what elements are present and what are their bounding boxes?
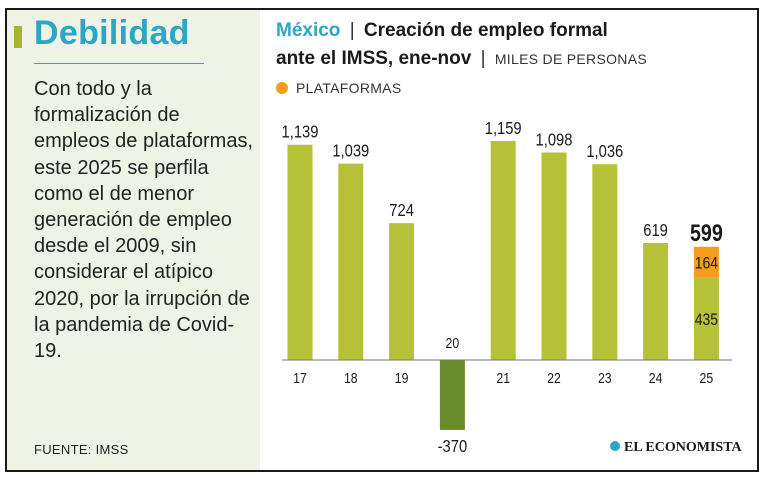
source-note: FUENTE: IMSS: [34, 442, 129, 457]
data-label-24: 619: [643, 221, 668, 241]
brand-mark-icon: [610, 441, 620, 451]
data-label-18: 1,039: [332, 141, 369, 161]
tick-label-23: 23: [598, 370, 612, 386]
headline-underline: [34, 63, 204, 64]
tick-label-24: 24: [649, 370, 663, 386]
bar-25-base: [693, 277, 719, 360]
data-label-23: 1,036: [586, 142, 623, 162]
data-label-25-base: 435: [695, 311, 718, 330]
bar-24: [643, 243, 669, 360]
bar-21: [490, 140, 516, 360]
tick-label-25: 25: [700, 370, 714, 386]
data-label-25-total: 599: [690, 219, 723, 246]
brand-logo: EL ECONOMISTA: [610, 440, 742, 456]
legend-label: PLATAFORMAS: [296, 80, 402, 96]
tick-label-21: 21: [496, 370, 510, 386]
tick-label-22: 22: [547, 370, 561, 386]
legend: PLATAFORMAS: [276, 80, 401, 96]
data-label-17: 1,139: [282, 122, 319, 142]
bar-17: [287, 144, 313, 360]
headline: Debilidad: [34, 14, 190, 52]
title-separator: |: [349, 20, 355, 41]
chart-title-part-1: Creación de empleo formal: [363, 20, 608, 41]
bar-20: [439, 360, 465, 430]
data-label-20: 20: [446, 335, 460, 351]
bar-25-platforms: [693, 246, 719, 278]
tick-label-19: 19: [395, 370, 409, 386]
data-label-19: 724: [389, 201, 414, 221]
headline-accent-bar: [14, 26, 22, 48]
legend-dot-icon: [276, 82, 288, 94]
text-panel: [7, 10, 260, 470]
data-label-20-value: -370: [438, 437, 468, 457]
data-label-22: 1,098: [536, 130, 573, 150]
bar-23: [592, 164, 618, 360]
tick-label-17: 17: [293, 370, 307, 386]
chart-title-part-2: ante el IMSS, ene-nov: [276, 48, 472, 69]
bar-19: [389, 223, 415, 360]
units-separator: |: [480, 48, 486, 69]
chart-title-line-2: ante el IMSS, ene-nov | MILES DE PERSONA…: [276, 48, 647, 70]
body-paragraph: Con todo y la formalización de empleos d…: [34, 78, 254, 363]
country-label: México: [276, 20, 341, 41]
data-label-21: 1,159: [485, 119, 522, 139]
brand-name: EL ECONOMISTA: [624, 440, 742, 455]
bar-22: [541, 152, 567, 360]
units-label: MILES DE PERSONAS: [494, 51, 647, 67]
tick-label-18: 18: [344, 370, 358, 386]
bar-18: [338, 163, 364, 360]
data-label-25-platforms: 164: [695, 254, 719, 273]
chart-title-line-1: México | Creación de empleo formal: [276, 20, 608, 42]
